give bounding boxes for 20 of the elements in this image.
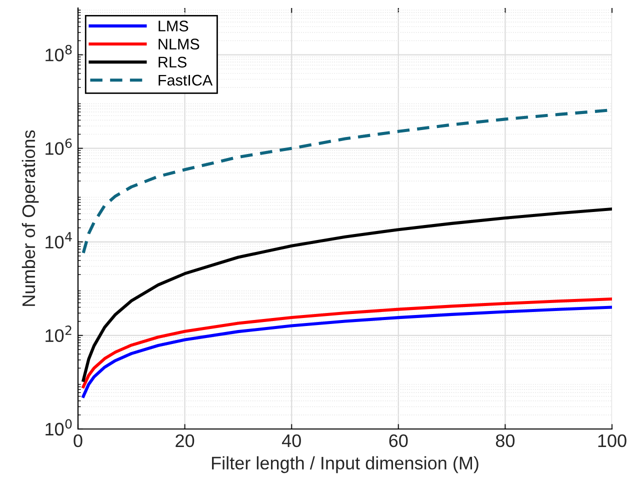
y-axis-title: Number of Operations — [22, 130, 39, 306]
y-tick-label: 10$^{2}$ — [46, 326, 72, 342]
line-series — [82, 306, 612, 398]
y-tick-label: 10$^{8}$ — [46, 44, 72, 62]
x-tick-label: 20 — [176, 434, 194, 448]
x-tick-label: 60 — [389, 434, 408, 448]
legend-label: RLS — [158, 56, 186, 68]
x-tick-label: 0 — [74, 434, 82, 448]
y-tick-label: 10$^{0}$ — [46, 419, 72, 436]
legend-label: LMS — [158, 20, 188, 32]
x-tick-label: 80 — [496, 434, 515, 448]
x-tick-label: 40 — [282, 434, 301, 448]
x-axis-title: Filter length / Input dimension (M) — [212, 456, 478, 474]
y-tick-label: 10$^{6}$ — [46, 138, 72, 155]
line-series — [82, 297, 612, 388]
legend-label: NLMS — [158, 38, 200, 50]
x-tick-label: 100 — [598, 434, 626, 448]
legend-label: FastICA — [158, 74, 213, 86]
line-series — [82, 207, 612, 382]
y-tick-label: 10$^{4}$ — [46, 232, 72, 248]
